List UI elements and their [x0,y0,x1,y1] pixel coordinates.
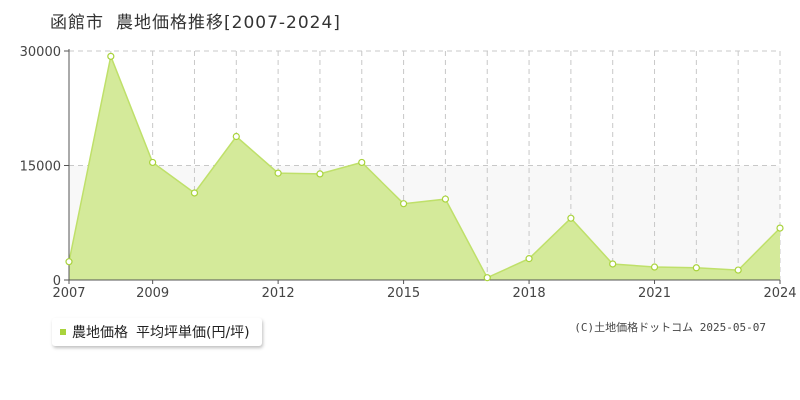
data-point [232,132,240,141]
data-point [274,169,282,177]
data-point [525,255,533,263]
series-area [69,56,780,280]
legend-swatch-icon [60,329,66,335]
data-point [776,224,784,232]
legend-series-name: 農地価格 [72,325,128,341]
data-point [734,266,742,274]
y-tick-label: 0 [53,274,61,289]
data-point [692,264,700,272]
chart-title-text: 農地価格推移[2007-2024] [116,13,341,33]
legend: 農地価格 平均坪単価(円/坪) [52,318,262,346]
data-point [358,158,366,167]
data-point [149,158,157,167]
credit-text: (C)土地価格ドットコム 2025-05-07 [574,321,766,334]
x-tick-label: 2007 [52,286,85,301]
y-tick-label: 30000 [20,45,61,60]
data-point [399,200,408,208]
data-point [316,170,324,178]
data-point [609,260,617,268]
x-tick-label: 2024 [763,286,796,301]
data-point [567,214,575,222]
chart-title: 函館市 農地価格推移[2007-2024] [50,8,341,33]
x-tick-label: 2009 [136,286,169,301]
data-point [65,258,73,266]
y-tick-label: 15000 [20,160,61,175]
data-point [441,195,450,203]
data-point [190,189,199,197]
data-point [107,52,115,60]
legend-metric: 平均坪単価(円/坪) [136,325,250,341]
city-name: 函館市 [50,13,104,33]
data-point [483,274,491,282]
series-line [68,53,781,279]
data-point [650,263,659,271]
x-tick-label: 2015 [387,286,420,301]
x-tick-label: 2012 [262,286,295,301]
x-tick-label: 2021 [638,286,671,301]
x-tick-label: 2018 [513,286,546,301]
